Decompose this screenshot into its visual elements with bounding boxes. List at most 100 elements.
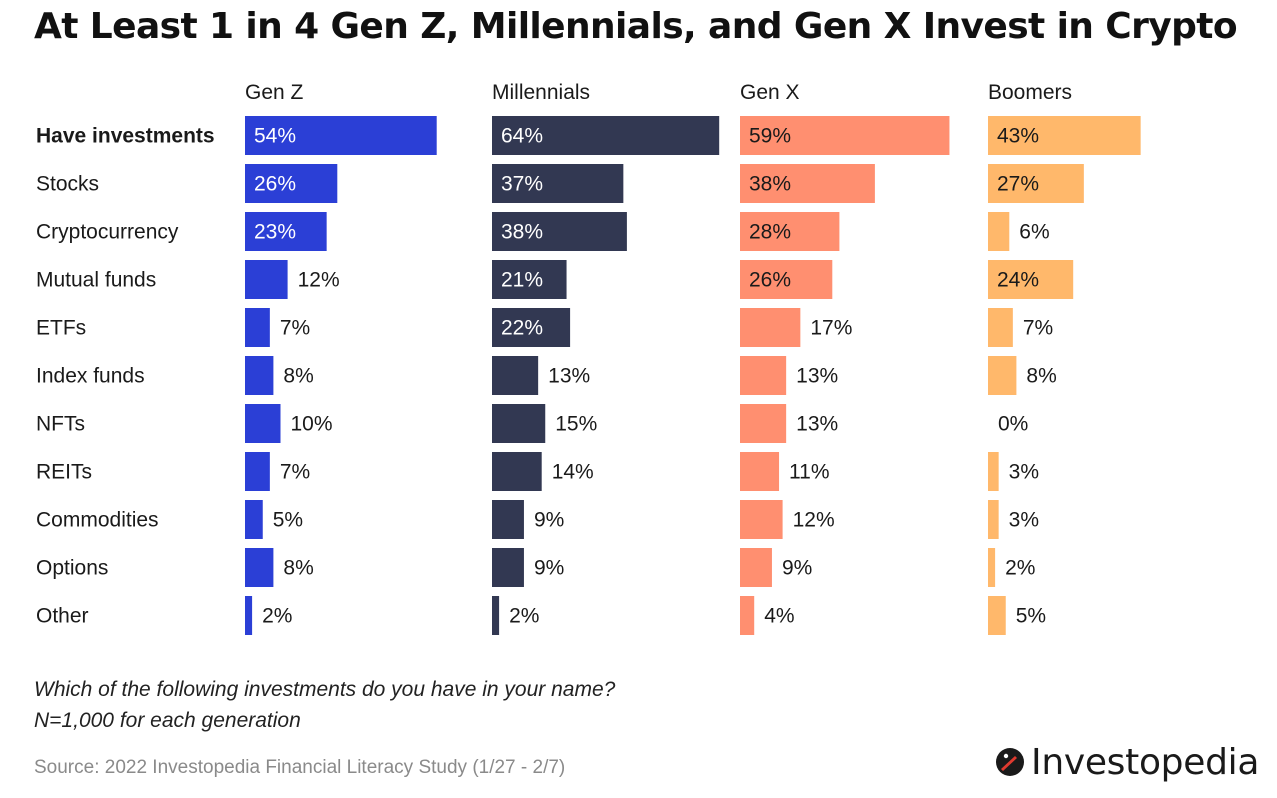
logo-wordmark: Investopedia <box>1031 741 1260 783</box>
bar <box>245 548 274 587</box>
bar <box>245 596 253 635</box>
investopedia-logo: Investopedia <box>995 740 1259 784</box>
bar <box>740 308 801 347</box>
data-label: 22% <box>501 317 543 340</box>
data-label: 0% <box>998 413 1028 436</box>
bar <box>492 500 524 539</box>
data-label: 14% <box>552 461 594 484</box>
bar <box>988 596 1006 635</box>
data-label: 7% <box>280 461 310 484</box>
data-label: 5% <box>1016 605 1046 628</box>
bar <box>492 116 720 155</box>
survey-question: Which of the following investments do yo… <box>34 678 616 701</box>
data-label: 2% <box>1005 557 1035 580</box>
bar <box>245 260 288 299</box>
bar <box>988 260 1074 299</box>
data-label: 3% <box>1009 509 1039 532</box>
data-label: 26% <box>254 173 296 196</box>
source-note: Source: 2022 Investopedia Financial Lite… <box>34 757 566 778</box>
bar <box>740 164 875 203</box>
data-label: 13% <box>796 413 838 436</box>
series-header: Boomers <box>988 81 1072 104</box>
data-label: 17% <box>810 317 852 340</box>
sample-size-note: N=1,000 for each generation <box>34 709 301 732</box>
data-label: 43% <box>997 125 1039 148</box>
category-label: NFTs <box>36 413 85 436</box>
bar <box>492 356 539 395</box>
series-header: Gen Z <box>245 81 304 104</box>
data-label: 15% <box>555 413 597 436</box>
data-label: 8% <box>1026 365 1056 388</box>
data-label: 12% <box>793 509 835 532</box>
bar <box>245 116 437 155</box>
bar <box>988 500 999 539</box>
data-label: 8% <box>283 557 313 580</box>
data-label: 2% <box>262 605 292 628</box>
series-header: Millennials <box>492 81 590 104</box>
data-label: 37% <box>501 173 543 196</box>
data-label: 23% <box>254 221 296 244</box>
bar <box>245 164 338 203</box>
bar <box>245 212 327 251</box>
data-label: 9% <box>782 557 812 580</box>
bar-chart: Have investments Stocks Cryptocurrency Mutu… <box>36 81 1141 635</box>
data-label: 6% <box>1019 221 1049 244</box>
category-label: Cryptocurrency <box>36 221 179 244</box>
bar <box>740 452 780 491</box>
category-label: REITs <box>36 461 92 484</box>
data-label: 4% <box>764 605 794 628</box>
data-label: 2% <box>509 605 539 628</box>
data-label: 9% <box>534 557 564 580</box>
data-label: 7% <box>1023 317 1053 340</box>
bar <box>988 164 1084 203</box>
bar <box>988 308 1013 347</box>
bar <box>988 116 1141 155</box>
data-label: 9% <box>534 509 564 532</box>
bar <box>988 452 999 491</box>
bar <box>492 596 500 635</box>
category-label: Other <box>36 605 89 628</box>
category-label: Index funds <box>36 365 145 388</box>
bar <box>740 500 783 539</box>
category-label: Options <box>36 557 108 580</box>
bar <box>740 404 787 443</box>
category-label: Commodities <box>36 509 159 532</box>
bar <box>740 596 755 635</box>
chart-title: At Least 1 in 4 Gen Z, Millennials, and … <box>34 6 1238 47</box>
data-label: 21% <box>501 269 543 292</box>
category-label: Have investments <box>36 125 215 148</box>
bar <box>245 404 281 443</box>
data-label: 8% <box>283 365 313 388</box>
category-label: Stocks <box>36 173 99 196</box>
series-header: Gen X <box>740 81 800 104</box>
data-label: 5% <box>273 509 303 532</box>
data-label: 27% <box>997 173 1039 196</box>
data-label: 7% <box>280 317 310 340</box>
bar <box>245 356 274 395</box>
bar <box>245 500 263 539</box>
bar <box>492 212 627 251</box>
bar <box>740 116 950 155</box>
bar <box>245 308 270 347</box>
data-label: 3% <box>1009 461 1039 484</box>
bar <box>492 548 524 587</box>
bar <box>740 260 833 299</box>
category-label: ETFs <box>36 317 86 340</box>
data-label: 13% <box>796 365 838 388</box>
data-label: 59% <box>749 125 791 148</box>
data-label: 38% <box>749 173 791 196</box>
bar <box>988 356 1017 395</box>
data-label: 11% <box>789 461 829 484</box>
category-label: Mutual funds <box>36 269 156 292</box>
bar <box>492 164 624 203</box>
data-label: 28% <box>749 221 791 244</box>
data-label: 13% <box>548 365 590 388</box>
data-label: 12% <box>298 269 340 292</box>
bar <box>740 356 787 395</box>
bar <box>492 308 571 347</box>
data-label: 64% <box>501 125 543 148</box>
bar <box>245 452 270 491</box>
bar <box>740 212 840 251</box>
bar <box>988 212 1010 251</box>
data-label: 24% <box>997 269 1039 292</box>
